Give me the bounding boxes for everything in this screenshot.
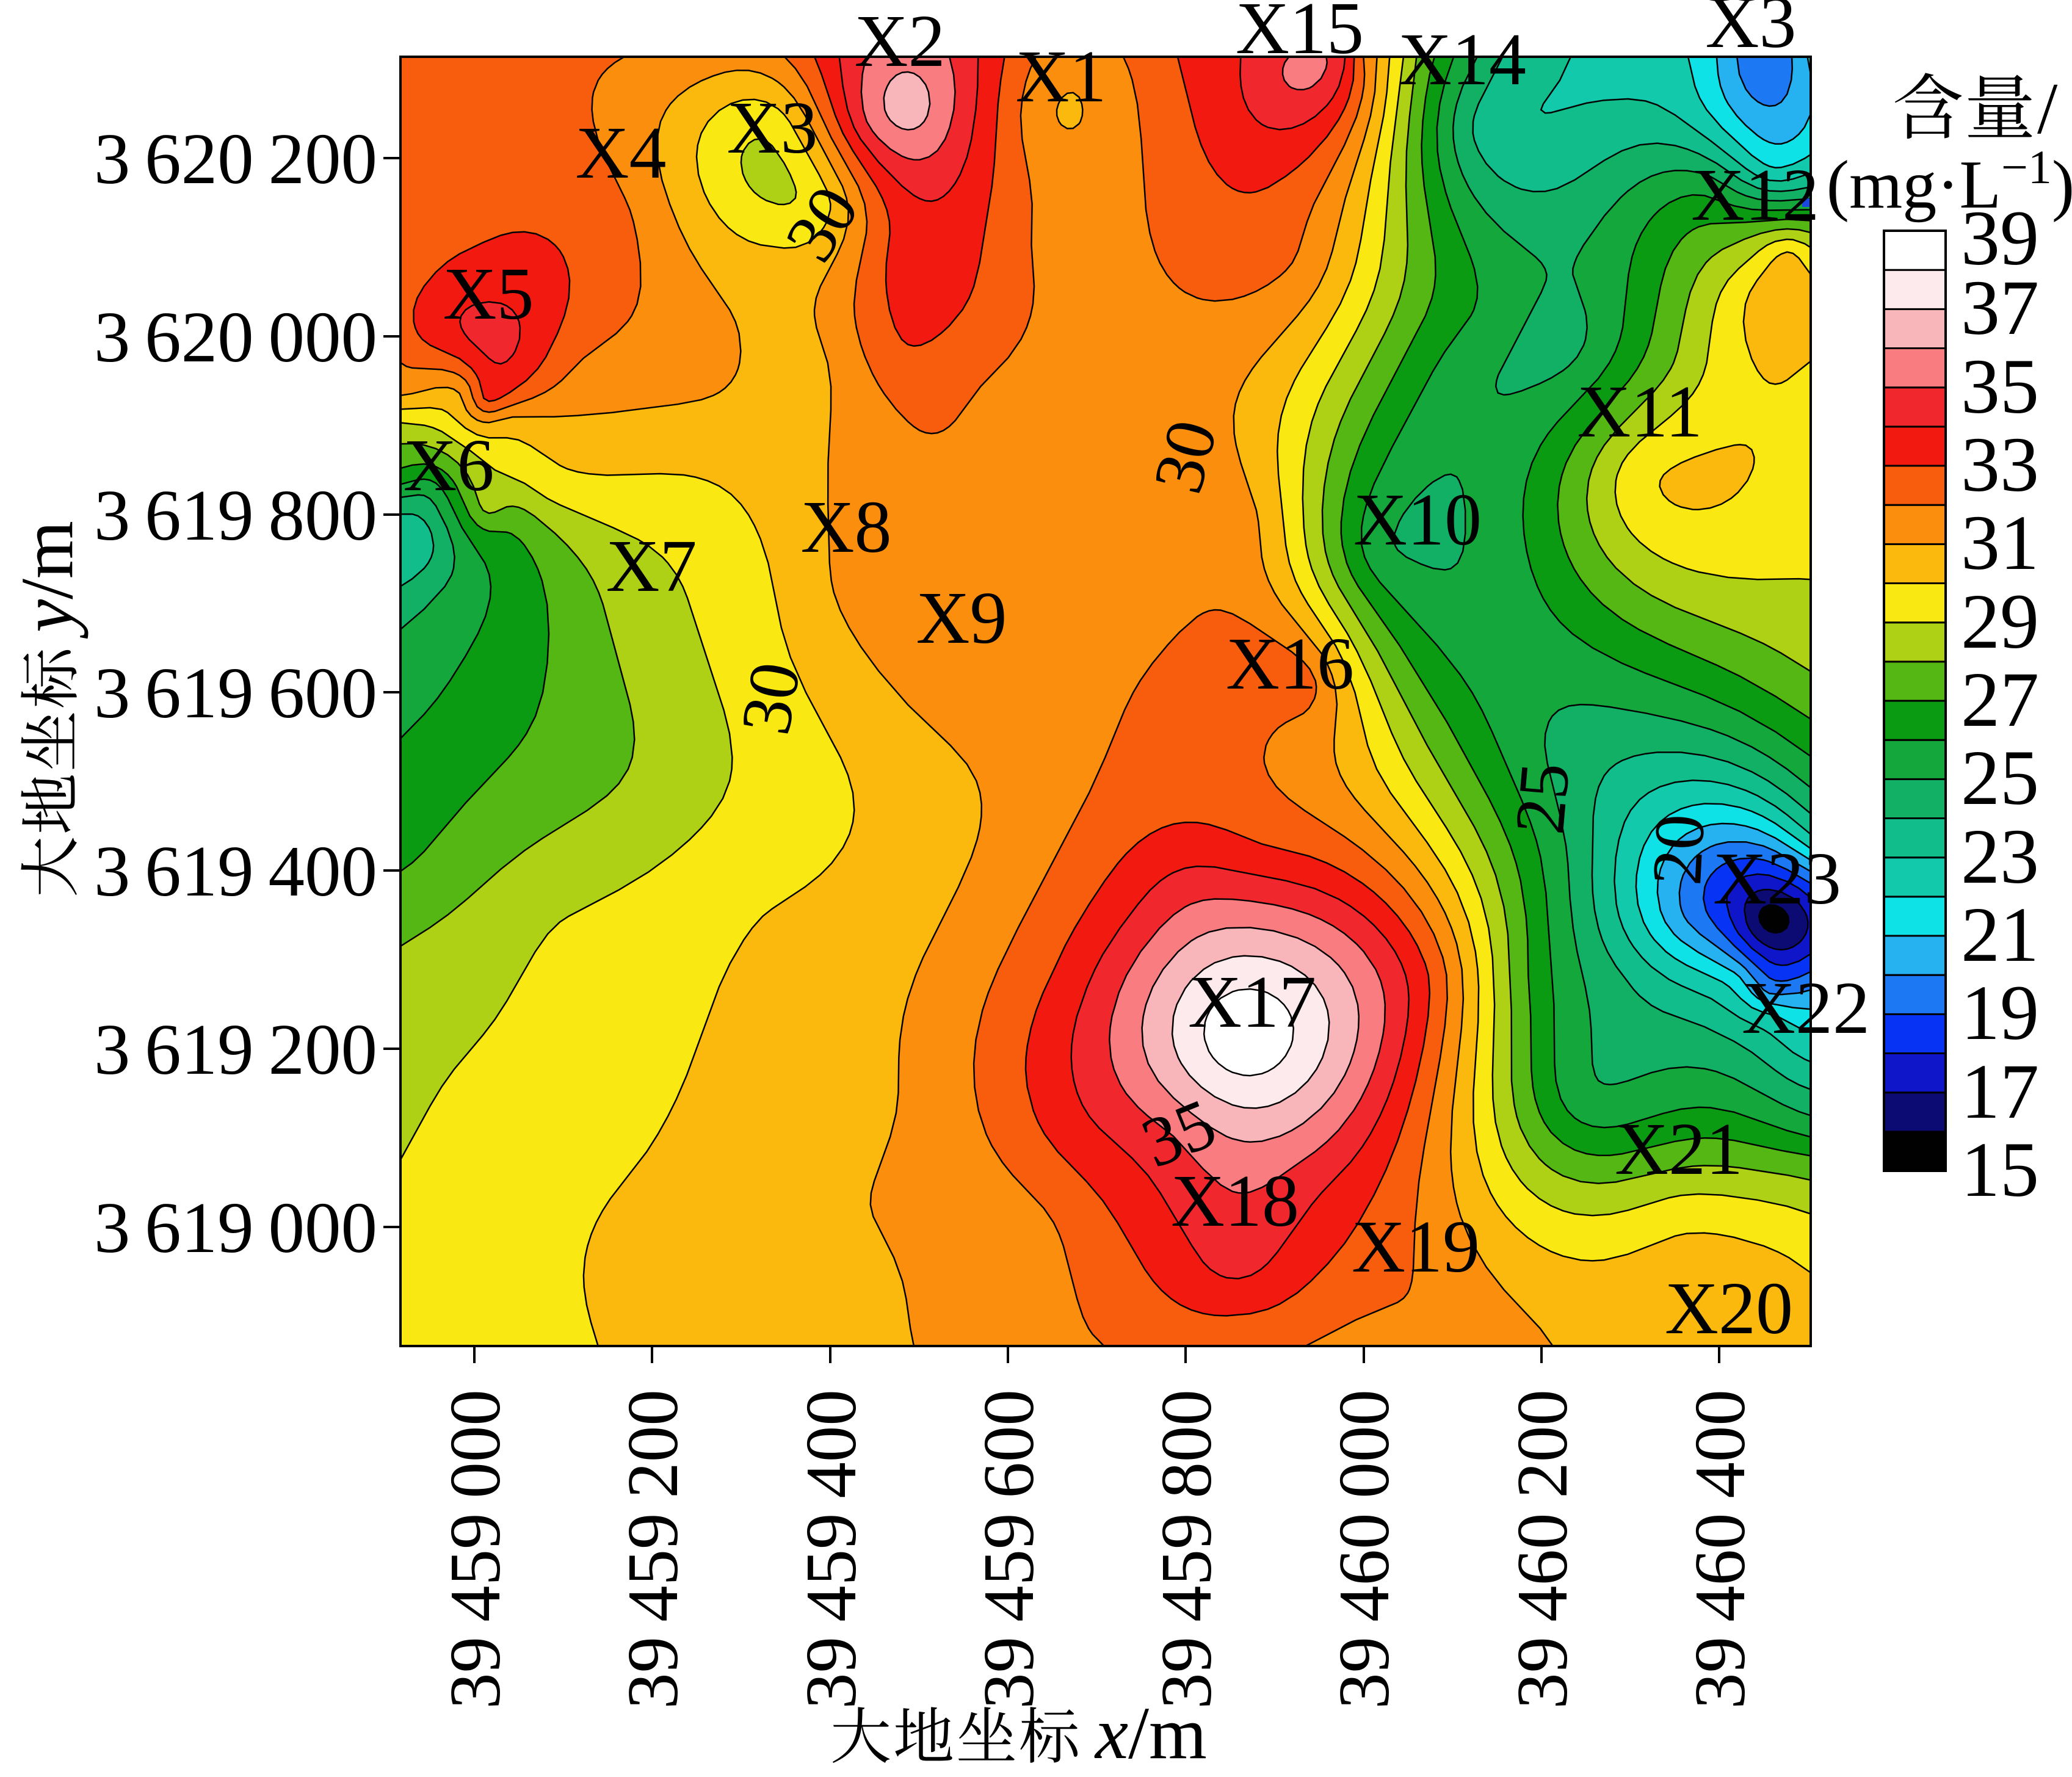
svg-text:X11: X11 xyxy=(1577,371,1703,453)
svg-text:3 619 200: 3 619 200 xyxy=(94,1009,377,1090)
svg-text:X12: X12 xyxy=(1691,154,1819,236)
svg-text:39 460 000: 39 460 000 xyxy=(1324,1389,1404,1709)
svg-text:39: 39 xyxy=(1961,195,2039,281)
svg-text:x/m: x/m xyxy=(1094,1692,1207,1775)
svg-text:3 619 000: 3 619 000 xyxy=(94,1187,377,1268)
svg-text:33: 33 xyxy=(1961,421,2039,508)
svg-text:25: 25 xyxy=(1501,760,1585,838)
svg-text:39 459 600: 39 459 600 xyxy=(968,1389,1049,1709)
svg-text:39 459 800: 39 459 800 xyxy=(1146,1389,1226,1709)
svg-text:/: / xyxy=(2037,68,2058,149)
svg-text:X3: X3 xyxy=(726,87,817,169)
svg-text:39 459 200: 39 459 200 xyxy=(612,1389,693,1709)
svg-text:X16: X16 xyxy=(1226,623,1354,705)
svg-text:X23: X23 xyxy=(1713,838,1841,920)
svg-text:X2: X2 xyxy=(854,0,945,82)
svg-text:3 620 200: 3 620 200 xyxy=(94,118,377,199)
svg-text:X1: X1 xyxy=(1015,35,1106,118)
svg-text:27: 27 xyxy=(1961,656,2039,743)
svg-text:X10: X10 xyxy=(1353,479,1482,561)
svg-text:X4: X4 xyxy=(575,112,666,194)
svg-text:21: 21 xyxy=(1961,891,2039,978)
svg-text:25: 25 xyxy=(1961,734,2039,821)
svg-text:29: 29 xyxy=(1961,578,2039,665)
svg-text:X15: X15 xyxy=(1236,0,1364,70)
svg-text:X22: X22 xyxy=(1742,967,1870,1049)
svg-text:20: 20 xyxy=(1638,812,1720,888)
svg-text:19: 19 xyxy=(1961,969,2039,1056)
svg-text:X3: X3 xyxy=(1705,0,1796,63)
svg-text:3 619 400: 3 619 400 xyxy=(94,831,377,911)
svg-text:X14: X14 xyxy=(1398,18,1526,101)
svg-text:15: 15 xyxy=(1961,1126,2039,1213)
svg-text:X17: X17 xyxy=(1188,961,1316,1043)
svg-text:X8: X8 xyxy=(800,486,891,568)
svg-text:3 619 600: 3 619 600 xyxy=(94,653,377,733)
svg-text:39 459 000: 39 459 000 xyxy=(435,1389,515,1709)
svg-text:X9: X9 xyxy=(916,577,1007,659)
svg-text:17: 17 xyxy=(1961,1048,2039,1135)
svg-text:31: 31 xyxy=(1961,499,2039,586)
svg-text:X21: X21 xyxy=(1615,1108,1743,1190)
svg-text:39 459 400: 39 459 400 xyxy=(791,1389,871,1709)
svg-text:30: 30 xyxy=(726,657,816,740)
svg-text:X20: X20 xyxy=(1665,1267,1793,1350)
svg-text:X18: X18 xyxy=(1171,1160,1299,1242)
svg-text:3 620 000: 3 620 000 xyxy=(94,297,377,377)
svg-text:3 619 800: 3 619 800 xyxy=(94,475,377,556)
svg-text:X7: X7 xyxy=(606,525,697,607)
svg-text:37: 37 xyxy=(1961,264,2039,351)
svg-text:X19: X19 xyxy=(1352,1206,1480,1288)
svg-text:39 460 200: 39 460 200 xyxy=(1502,1389,1582,1709)
svg-text:35: 35 xyxy=(1961,343,2039,430)
svg-text:X6: X6 xyxy=(403,424,494,507)
svg-text:X5: X5 xyxy=(443,253,534,335)
svg-text:y/m: y/m xyxy=(6,521,89,639)
svg-text:39 460 400: 39 460 400 xyxy=(1679,1389,1760,1709)
svg-text:23: 23 xyxy=(1961,813,2039,900)
